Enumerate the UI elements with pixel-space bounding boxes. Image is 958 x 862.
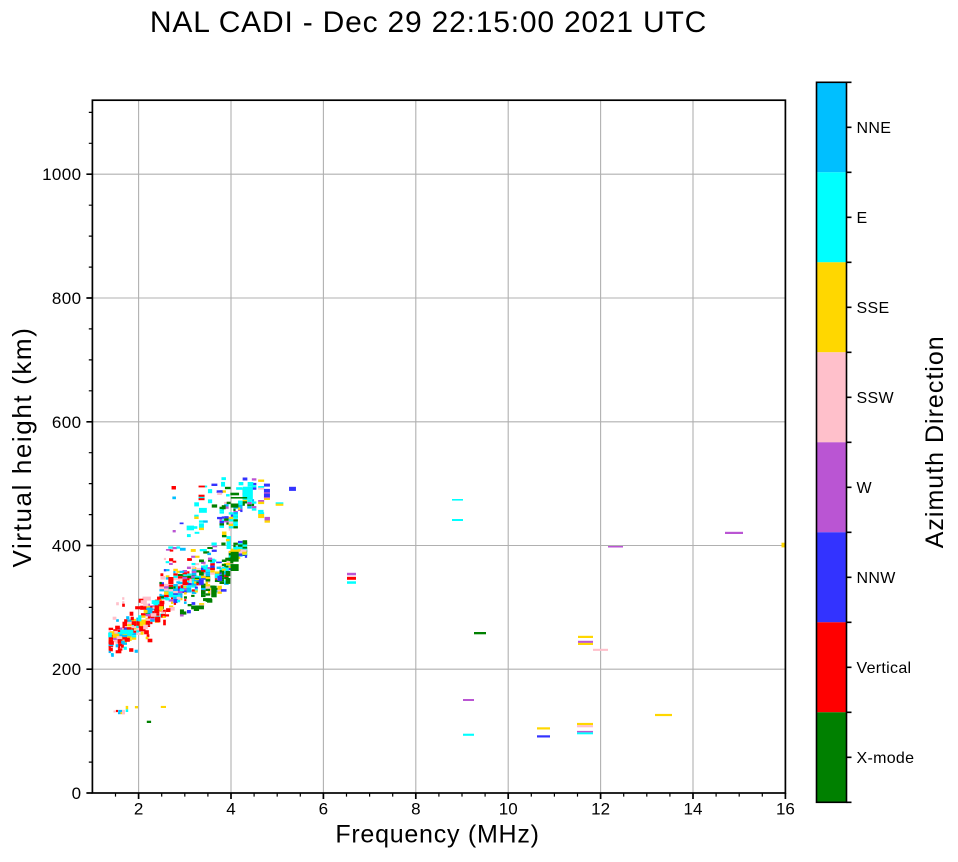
svg-text:12: 12 xyxy=(591,800,610,819)
svg-text:SSE: SSE xyxy=(857,300,890,317)
svg-text:600: 600 xyxy=(52,413,82,432)
svg-text:Virtual height (km): Virtual height (km) xyxy=(7,327,37,568)
svg-text:800: 800 xyxy=(52,289,82,308)
svg-text:SSW: SSW xyxy=(857,390,895,407)
svg-text:Vertical: Vertical xyxy=(857,660,912,677)
svg-text:1000: 1000 xyxy=(42,165,81,184)
svg-text:10: 10 xyxy=(499,800,518,819)
svg-text:400: 400 xyxy=(52,537,82,556)
svg-text:NNE: NNE xyxy=(857,120,892,137)
svg-text:W: W xyxy=(857,480,873,497)
svg-text:8: 8 xyxy=(411,800,420,819)
svg-text:Frequency (MHz): Frequency (MHz) xyxy=(335,821,539,849)
svg-text:200: 200 xyxy=(52,660,82,679)
svg-text:16: 16 xyxy=(776,800,795,819)
svg-text:Azimuth Direction: Azimuth Direction xyxy=(921,335,949,548)
svg-text:4: 4 xyxy=(226,800,235,819)
svg-text:14: 14 xyxy=(684,800,703,819)
svg-text:X-mode: X-mode xyxy=(857,750,915,767)
svg-text:NAL CADI - Dec 29 22:15:00 202: NAL CADI - Dec 29 22:15:00 2021 UTC xyxy=(150,6,707,39)
svg-text:0: 0 xyxy=(72,784,82,803)
svg-text:NNW: NNW xyxy=(857,570,897,587)
svg-text:6: 6 xyxy=(319,800,328,819)
svg-text:2: 2 xyxy=(134,800,143,819)
svg-text:E: E xyxy=(857,210,868,227)
